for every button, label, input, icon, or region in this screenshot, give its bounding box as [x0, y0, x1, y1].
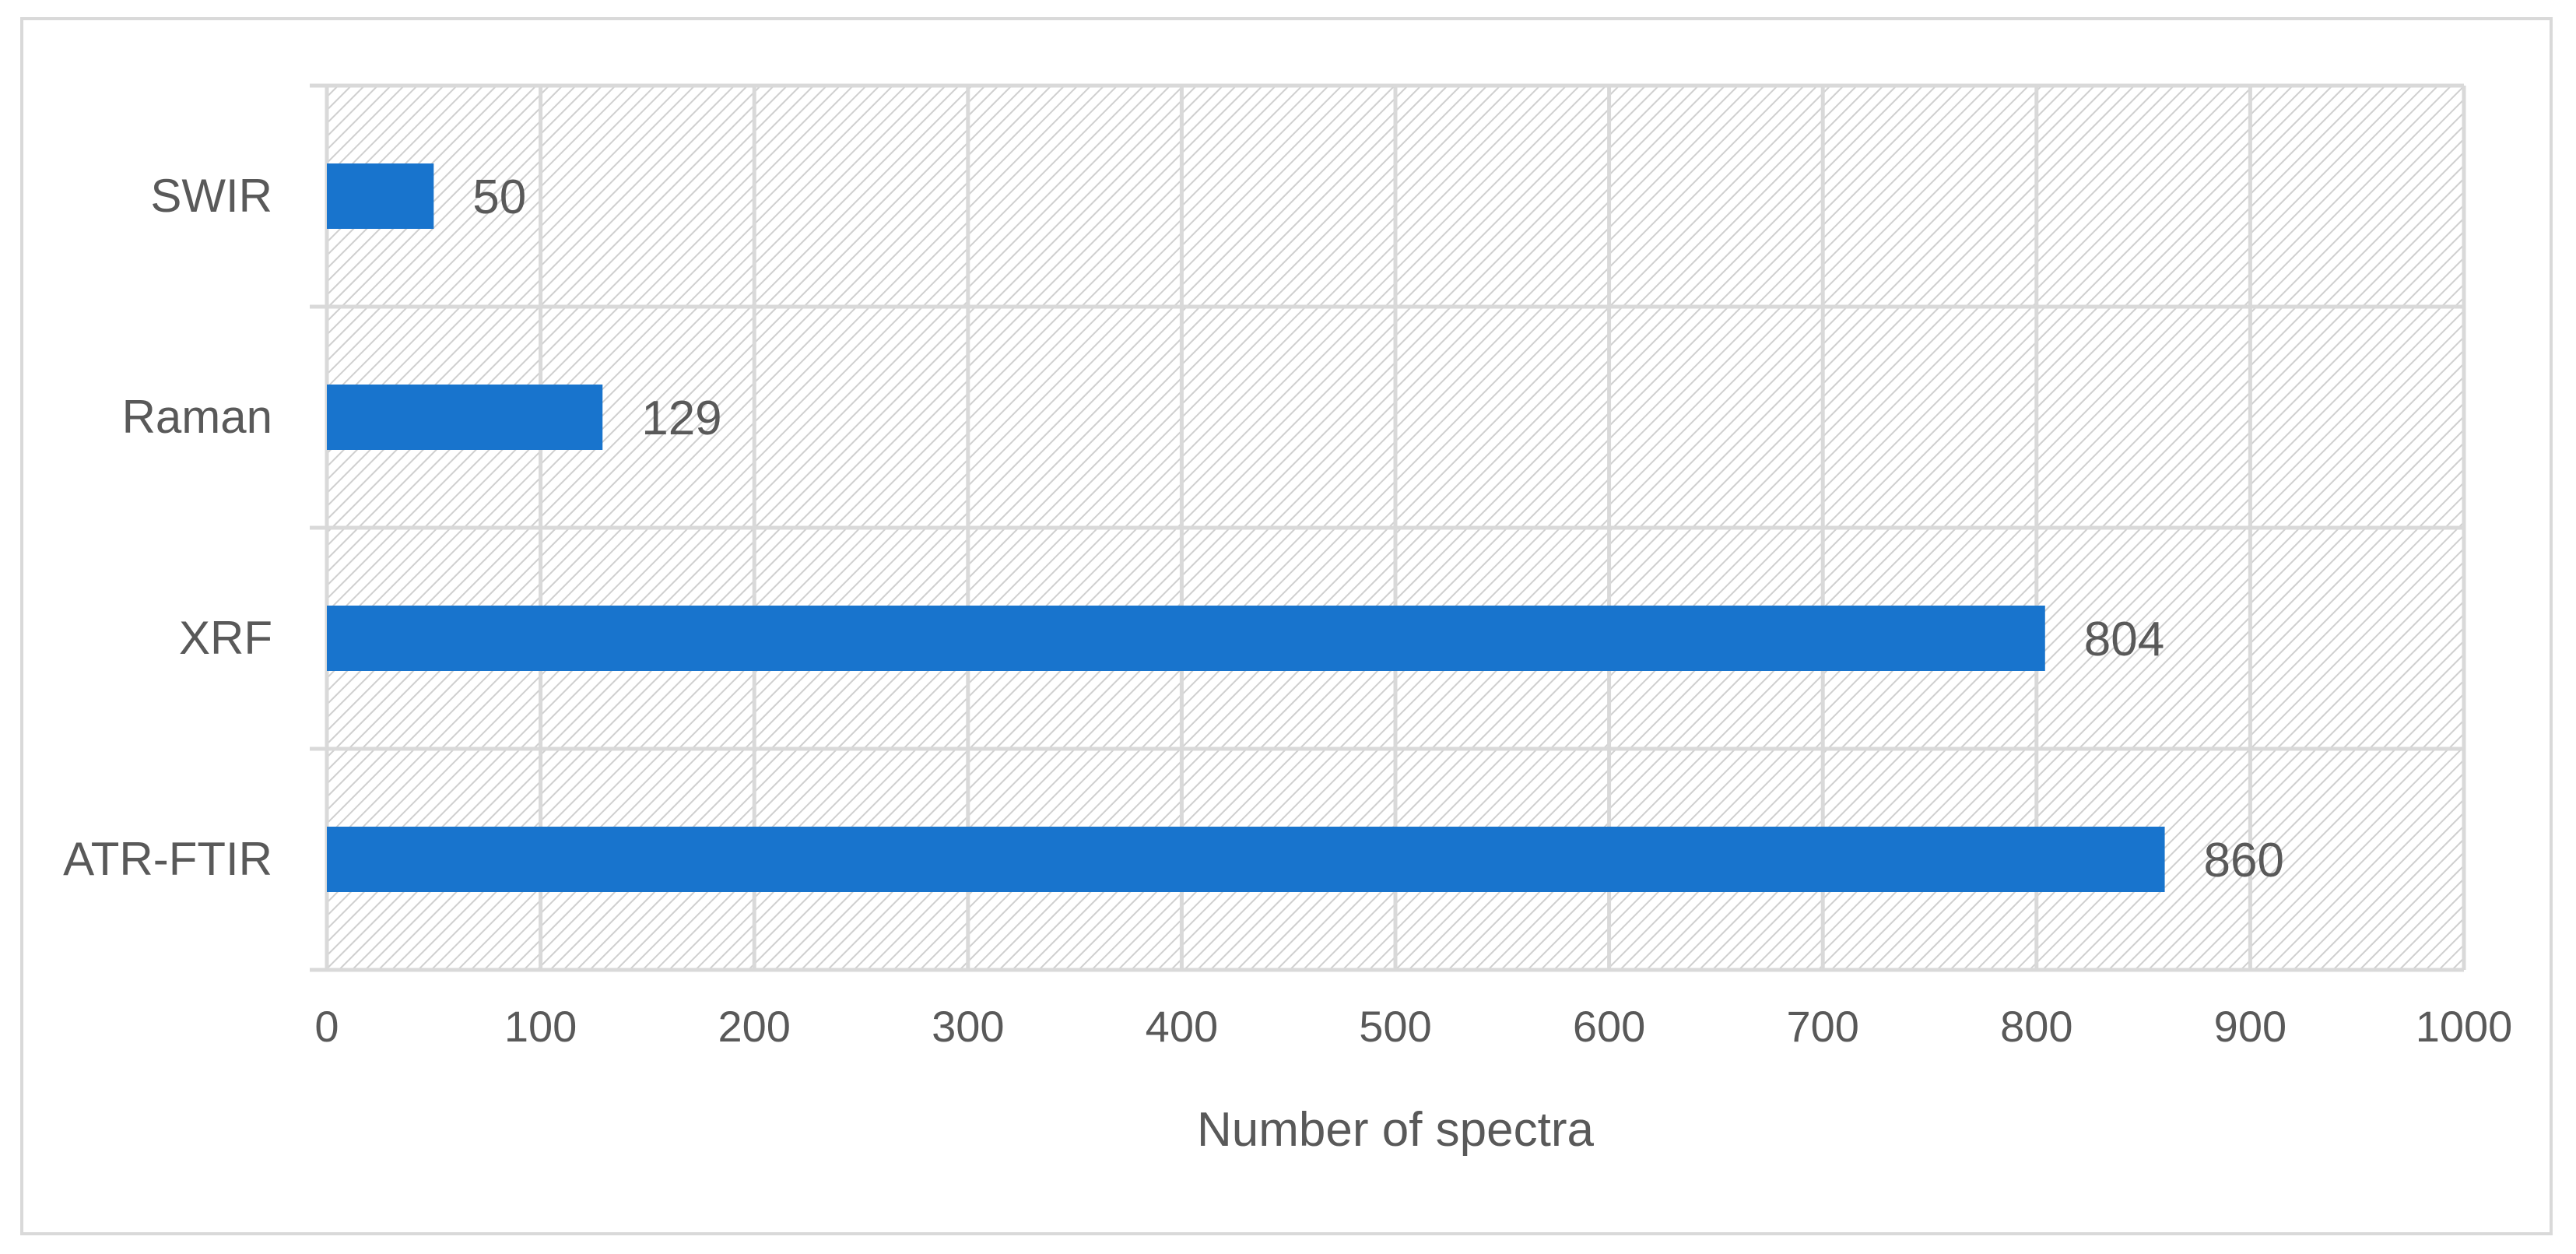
bar-swir: [327, 163, 434, 229]
data-label: 860: [2204, 834, 2284, 887]
y-category-label: Raman: [122, 391, 272, 443]
bar-xrf: [327, 606, 2045, 671]
data-label: 50: [472, 170, 526, 224]
bar-raman: [327, 385, 603, 450]
data-label: 804: [2084, 613, 2164, 666]
labels: 0 100 200 300 400 500 600 700 800 900 1000 ATR-FTIR…: [63, 170, 2512, 1051]
x-tick-label: 800: [2000, 1002, 2072, 1051]
y-category-label: SWIR: [150, 170, 272, 222]
bars: [327, 163, 2165, 892]
x-tick-label: 900: [2214, 1002, 2286, 1051]
x-tick-label: 0: [314, 1002, 339, 1051]
x-tick-label: 500: [1359, 1002, 1431, 1051]
gridlines: [310, 83, 2466, 972]
x-tick-label: 600: [1573, 1002, 1645, 1051]
x-tick-label: 100: [504, 1002, 577, 1051]
bar-atr-ftir: [327, 827, 2165, 892]
y-category-label: ATR-FTIR: [63, 833, 272, 885]
y-category-label: XRF: [179, 612, 272, 664]
x-tick-label: 200: [718, 1002, 790, 1051]
x-axis-title: Number of spectra: [1197, 1103, 1595, 1157]
x-tick-label: 1000: [2416, 1002, 2513, 1051]
data-label: 129: [641, 392, 721, 445]
x-tick-label: 400: [1146, 1002, 1218, 1051]
x-tick-label: 700: [1786, 1002, 1858, 1051]
x-tick-label: 300: [932, 1002, 1004, 1051]
